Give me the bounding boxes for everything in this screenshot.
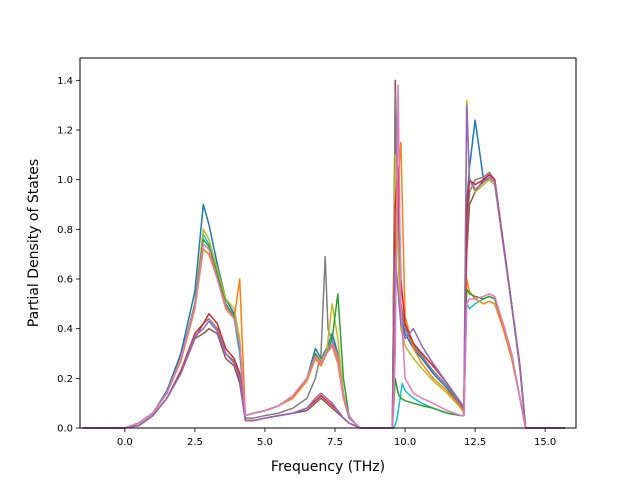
y-tick-label: 1.2 xyxy=(57,126,73,137)
y-tick-label: 0.8 xyxy=(57,225,73,236)
series-line-2 xyxy=(82,79,565,429)
axes-frame xyxy=(79,57,577,429)
x-tick-label: 0.0 xyxy=(117,437,133,448)
y-axis: 0.0 0.2 0.4 0.6 0.8 1.0 1.2 1.4 xyxy=(57,76,80,435)
x-tick-label: 7.5 xyxy=(327,437,343,448)
x-tick-label: 10.0 xyxy=(394,437,416,448)
x-axis-label: Frequency (THz) xyxy=(271,459,385,475)
x-tick-label: 2.5 xyxy=(187,437,203,448)
x-tick-label: 12.5 xyxy=(464,437,486,448)
series-line-5 xyxy=(82,99,565,429)
y-tick-label: 0.4 xyxy=(57,324,73,335)
y-tick-label: 0.2 xyxy=(57,374,73,385)
y-axis-label: Partial Density of States xyxy=(26,159,42,327)
y-tick-label: 0.0 xyxy=(57,424,73,435)
y-tick-label: 1.0 xyxy=(57,175,73,186)
x-tick-label: 5.0 xyxy=(257,437,273,448)
series-line-9 xyxy=(82,104,565,429)
series-line-4 xyxy=(82,92,565,429)
series-line-10 xyxy=(82,84,565,429)
plot-area xyxy=(82,79,565,429)
series-line-7 xyxy=(82,238,565,429)
y-tick-label: 0.6 xyxy=(57,275,73,286)
y-tick-label: 1.4 xyxy=(57,76,73,87)
x-tick-label: 15.0 xyxy=(534,437,556,448)
x-axis: 0.0 2.5 5.0 7.5 10.0 12.5 15.0 xyxy=(117,428,556,448)
